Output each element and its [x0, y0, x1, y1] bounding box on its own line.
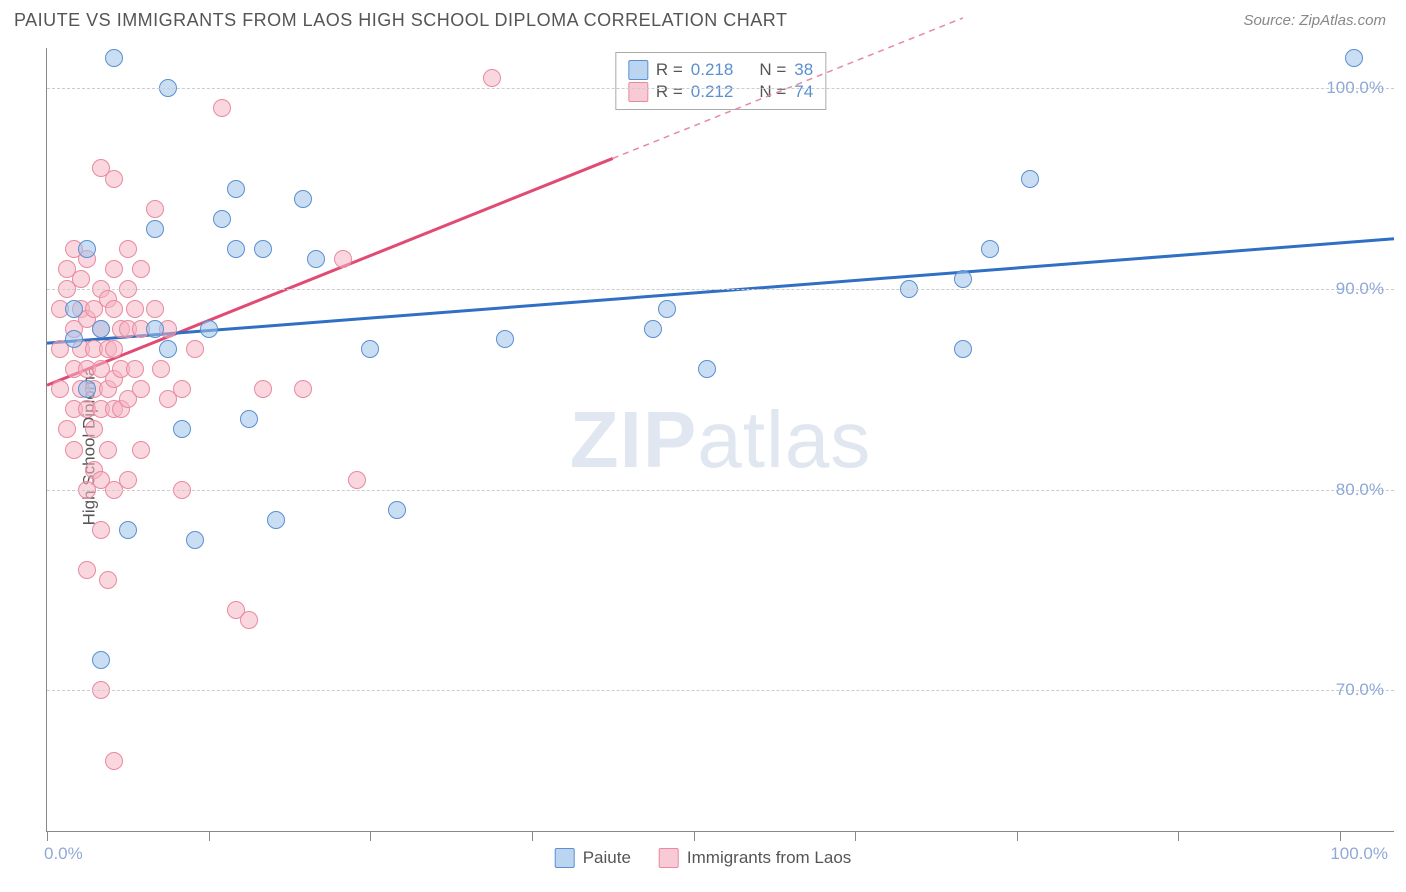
data-point — [105, 300, 123, 318]
data-point — [361, 340, 379, 358]
data-point — [105, 340, 123, 358]
scatter-chart: ZIPatlas R = 0.218 N = 38 R = 0.212 N = … — [46, 48, 1394, 832]
data-point — [294, 190, 312, 208]
data-point — [388, 501, 406, 519]
x-axis-max-label: 100.0% — [1330, 844, 1388, 864]
chart-title: PAIUTE VS IMMIGRANTS FROM LAOS HIGH SCHO… — [14, 10, 787, 31]
data-point — [213, 99, 231, 117]
data-point — [186, 531, 204, 549]
data-point — [58, 420, 76, 438]
data-point — [294, 380, 312, 398]
data-point — [152, 360, 170, 378]
series-legend: Paiute Immigrants from Laos — [555, 848, 852, 868]
data-point — [981, 240, 999, 258]
data-point — [483, 69, 501, 87]
gridline-h — [47, 490, 1394, 491]
data-point — [267, 511, 285, 529]
data-point — [307, 250, 325, 268]
data-point — [78, 380, 96, 398]
x-axis-min-label: 0.0% — [44, 844, 83, 864]
x-tick — [370, 831, 371, 841]
data-point — [85, 420, 103, 438]
x-tick — [209, 831, 210, 841]
x-tick — [1340, 831, 1341, 841]
data-point — [334, 250, 352, 268]
data-point — [119, 471, 137, 489]
data-point — [240, 410, 258, 428]
x-tick — [1017, 831, 1018, 841]
data-point — [146, 220, 164, 238]
chart-source: Source: ZipAtlas.com — [1243, 12, 1386, 29]
data-point — [213, 210, 231, 228]
data-point — [954, 270, 972, 288]
data-point — [146, 320, 164, 338]
data-point — [99, 571, 117, 589]
data-point — [698, 360, 716, 378]
swatch-pink-icon — [659, 848, 679, 868]
data-point — [132, 260, 150, 278]
y-tick-label: 80.0% — [1336, 480, 1384, 500]
data-point — [65, 441, 83, 459]
y-tick-label: 90.0% — [1336, 279, 1384, 299]
data-point — [132, 441, 150, 459]
data-point — [78, 561, 96, 579]
data-point — [65, 300, 83, 318]
gridline-h — [47, 88, 1394, 89]
legend-item-paiute: Paiute — [555, 848, 631, 868]
data-point — [159, 340, 177, 358]
data-point — [954, 340, 972, 358]
data-point — [1021, 170, 1039, 188]
data-point — [99, 441, 117, 459]
data-point — [92, 651, 110, 669]
data-point — [240, 611, 258, 629]
data-point — [132, 380, 150, 398]
data-point — [200, 320, 218, 338]
data-point — [644, 320, 662, 338]
data-point — [186, 340, 204, 358]
data-point — [92, 521, 110, 539]
data-point — [227, 240, 245, 258]
data-point — [119, 521, 137, 539]
scatter-points — [47, 48, 1394, 831]
data-point — [105, 49, 123, 67]
data-point — [126, 360, 144, 378]
x-tick — [855, 831, 856, 841]
data-point — [146, 200, 164, 218]
data-point — [105, 170, 123, 188]
data-point — [105, 260, 123, 278]
data-point — [78, 240, 96, 258]
data-point — [348, 471, 366, 489]
data-point — [119, 240, 137, 258]
data-point — [126, 300, 144, 318]
x-tick — [47, 831, 48, 841]
data-point — [65, 330, 83, 348]
data-point — [92, 320, 110, 338]
x-tick — [532, 831, 533, 841]
y-tick-label: 100.0% — [1326, 78, 1384, 98]
data-point — [496, 330, 514, 348]
data-point — [173, 380, 191, 398]
data-point — [72, 270, 90, 288]
chart-header: PAIUTE VS IMMIGRANTS FROM LAOS HIGH SCHO… — [0, 0, 1406, 37]
data-point — [658, 300, 676, 318]
data-point — [1345, 49, 1363, 67]
x-tick — [694, 831, 695, 841]
data-point — [173, 420, 191, 438]
data-point — [146, 300, 164, 318]
legend-item-laos: Immigrants from Laos — [659, 848, 851, 868]
gridline-h — [47, 289, 1394, 290]
swatch-blue-icon — [555, 848, 575, 868]
data-point — [254, 240, 272, 258]
y-tick-label: 70.0% — [1336, 680, 1384, 700]
gridline-h — [47, 690, 1394, 691]
data-point — [105, 752, 123, 770]
data-point — [227, 180, 245, 198]
data-point — [51, 380, 69, 398]
data-point — [254, 380, 272, 398]
x-tick — [1178, 831, 1179, 841]
